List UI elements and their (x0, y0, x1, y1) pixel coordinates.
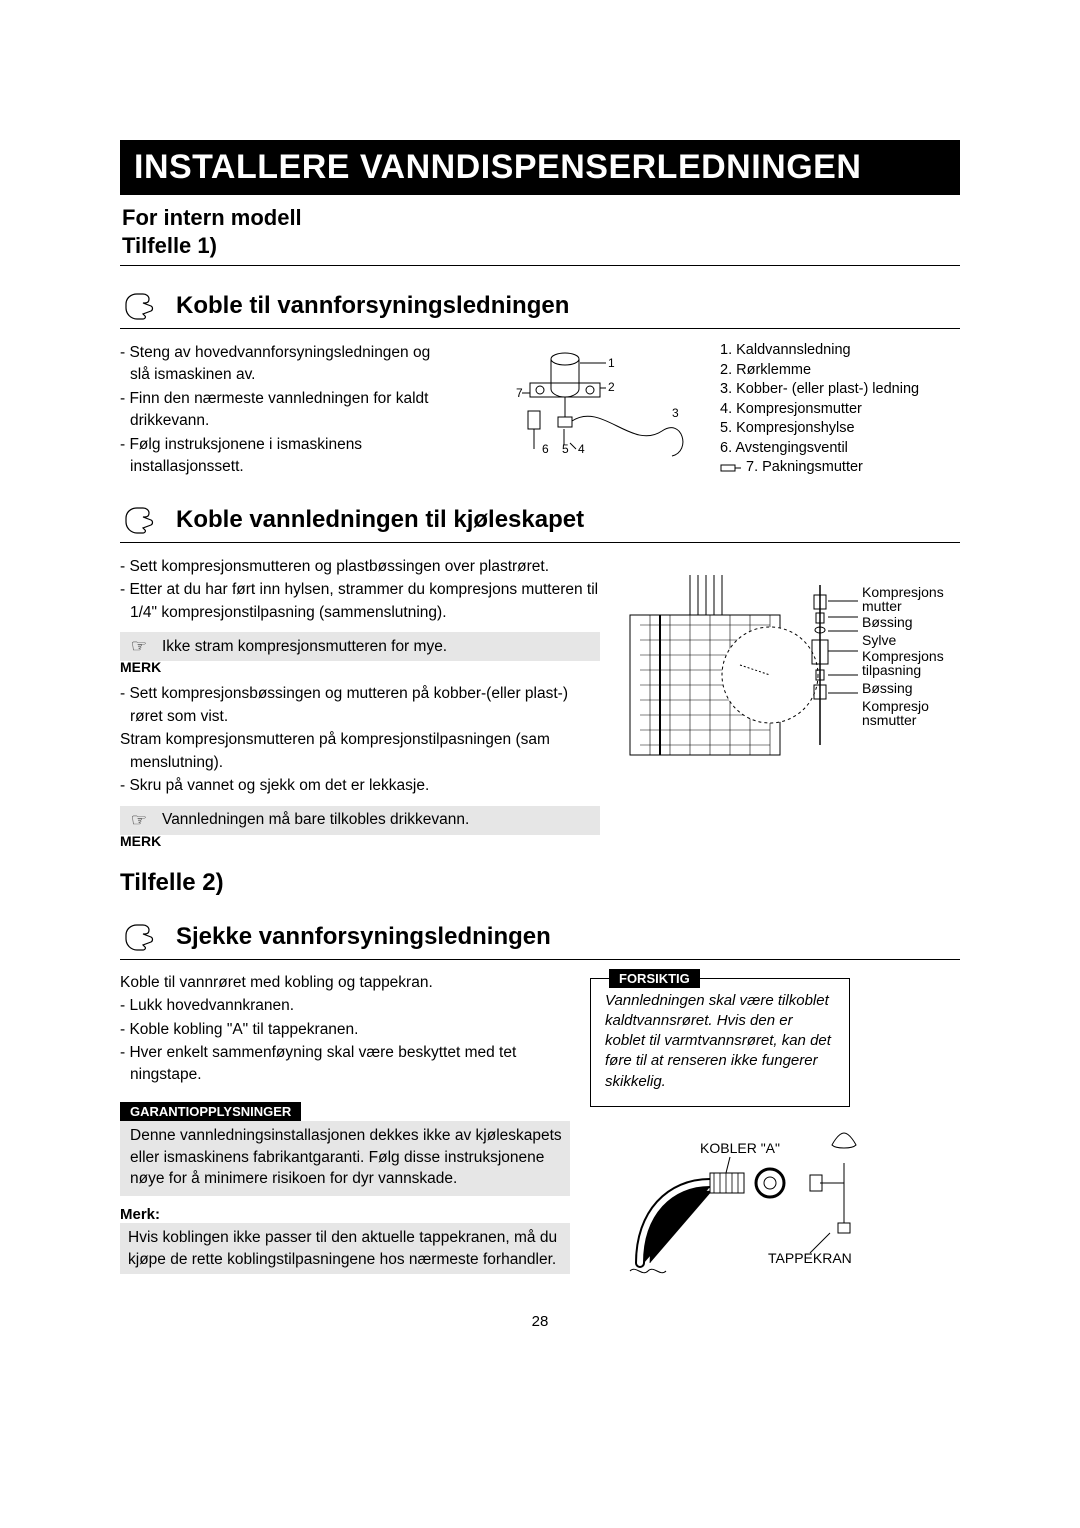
svg-text:Sylve: Sylve (862, 632, 896, 648)
pointing-hand-icon (120, 915, 164, 951)
subheading-case2: Tilfelle 2) (120, 869, 960, 897)
note-box: ☞ Vannledningen må bare tilkobles drikke… (120, 806, 600, 835)
section1-line: - Steng av hovedvannforsyningsledningen … (120, 342, 450, 387)
subheading-model: For intern modell (120, 205, 960, 231)
section3-instructions: Koble til vannrøret med kobling og tappe… (120, 972, 570, 1087)
section1-diagram: 1 2 3 4 5 6 7 (470, 341, 700, 480)
section2-line: - Skru på vannet og sjekk om det er lekk… (120, 775, 600, 797)
caution-body: Vannledningen skal være tilkoblet kaldtv… (605, 991, 835, 1092)
note-box: ☞ Ikke stram kompresjonsmutteren for mye… (120, 632, 600, 661)
svg-text:Bøssing: Bøssing (862, 614, 913, 630)
section2-line: - Sett kompresjonsmutteren og plastbøssi… (120, 556, 600, 578)
note-text: Ikke stram kompresjonsmutteren for mye. (162, 638, 447, 656)
diagram-label: TAPPEKRAN (768, 1250, 852, 1266)
section2-diagram: Kompresjons mutter Bøssing Sylve Kompres… (620, 555, 960, 849)
section2-heading-row: Koble vannledningen til kjøleskapet (120, 498, 960, 543)
note-label: MERK (120, 833, 600, 849)
section1-heading: Koble til vannforsyningsledningen (176, 292, 569, 320)
legend-item: 2. Rørklemme (720, 361, 919, 381)
section3-heading: Sjekke vannforsyningsledningen (176, 923, 551, 951)
diagram-label: KOBLER "A" (700, 1140, 780, 1156)
section2-line: - Etter at du har ført inn hylsen, stram… (120, 579, 600, 624)
svg-text:6: 6 (542, 442, 549, 456)
section2-line: - Sett kompresjonsbøssingen og mutteren … (120, 683, 600, 728)
svg-text:5: 5 (562, 442, 569, 456)
svg-text:4: 4 (578, 442, 585, 456)
svg-text:2: 2 (608, 380, 615, 394)
caution-label: FORSIKTIG (609, 969, 700, 988)
pointing-hand-icon (120, 284, 164, 320)
section2-line: Stram kompresjonsmutteren på kompresjons… (120, 729, 600, 774)
section1-body: - Steng av hovedvannforsyningsledningen … (120, 341, 960, 480)
section1-line: - Følg instruksjonene i ismaskinens inst… (120, 434, 450, 479)
merk-body: Hvis koblingen ikke passer til den aktue… (120, 1223, 570, 1274)
section3-line: - Lukk hovedvannkranen. (120, 995, 570, 1017)
section3-line: - Hver enkelt sammenføyning skal være be… (120, 1042, 570, 1087)
section3-diagram: KOBLER "A" TAPPEKRAN (590, 1123, 930, 1283)
section1-instructions: - Steng av hovedvannforsyningsledningen … (120, 341, 450, 480)
section1-legend: 1. Kaldvannsledning 2. Rørklemme 3. Kobb… (720, 341, 919, 480)
legend-item: 3. Kobber- (eller plast-) ledning (720, 380, 919, 400)
svg-text:1: 1 (608, 356, 615, 370)
section2-heading: Koble vannledningen til kjøleskapet (176, 506, 584, 534)
subheading-case1: Tilfelle 1) (120, 233, 960, 266)
svg-text:tilpasning: tilpasning (862, 662, 921, 678)
section2-body: - Sett kompresjonsmutteren og plastbøssi… (120, 555, 960, 849)
note-label: MERK (120, 659, 600, 675)
caution-box: FORSIKTIG Vannledningen skal være tilkob… (590, 978, 850, 1107)
note-icon: ☞ (126, 810, 152, 831)
legend-item: 7. Pakningsmutter (746, 458, 863, 478)
merk-label: Merk: (120, 1206, 570, 1223)
pointing-hand-icon (120, 498, 164, 534)
page-title-bar: INSTALLERE VANNDISPENSERLEDNINGEN (120, 140, 960, 195)
section2-instructions2: - Sett kompresjonsbøssingen og mutteren … (120, 683, 600, 797)
section3-line: - Koble kobling "A" til tappekranen. (120, 1019, 570, 1041)
page-number: 28 (120, 1313, 960, 1330)
section2-instructions: - Sett kompresjonsmutteren og plastbøssi… (120, 556, 600, 624)
legend-item: 1. Kaldvannsledning (720, 341, 919, 361)
svg-text:3: 3 (672, 406, 679, 420)
section3-intro: Koble til vannrøret med kobling og tappe… (120, 972, 570, 994)
svg-text:Bøssing: Bøssing (862, 680, 913, 696)
section3-body: Koble til vannrøret med kobling og tappe… (120, 972, 960, 1283)
legend-item: 4. Kompresjonsmutter (720, 400, 919, 420)
warranty-label: GARANTIOPPLYSNINGER (120, 1102, 301, 1121)
svg-text:nsmutter: nsmutter (862, 712, 917, 728)
svg-text:7: 7 (516, 386, 523, 400)
legend-item: 6. Avstengingsventil (720, 439, 919, 459)
legend-item: 5. Kompresjonshylse (720, 419, 919, 439)
section1-heading-row: Koble til vannforsyningsledningen (120, 284, 960, 329)
note-icon: ☞ (126, 636, 152, 657)
warranty-body: Denne vannledningsinstallasjonen dekkes … (120, 1121, 570, 1196)
section1-line: - Finn den nærmeste vannledningen for ka… (120, 388, 450, 433)
svg-text:mutter: mutter (862, 598, 902, 614)
note-text: Vannledningen må bare tilkobles drikkeva… (162, 811, 469, 829)
tube-end-icon (720, 462, 742, 474)
section3-heading-row: Sjekke vannforsyningsledningen (120, 915, 960, 960)
